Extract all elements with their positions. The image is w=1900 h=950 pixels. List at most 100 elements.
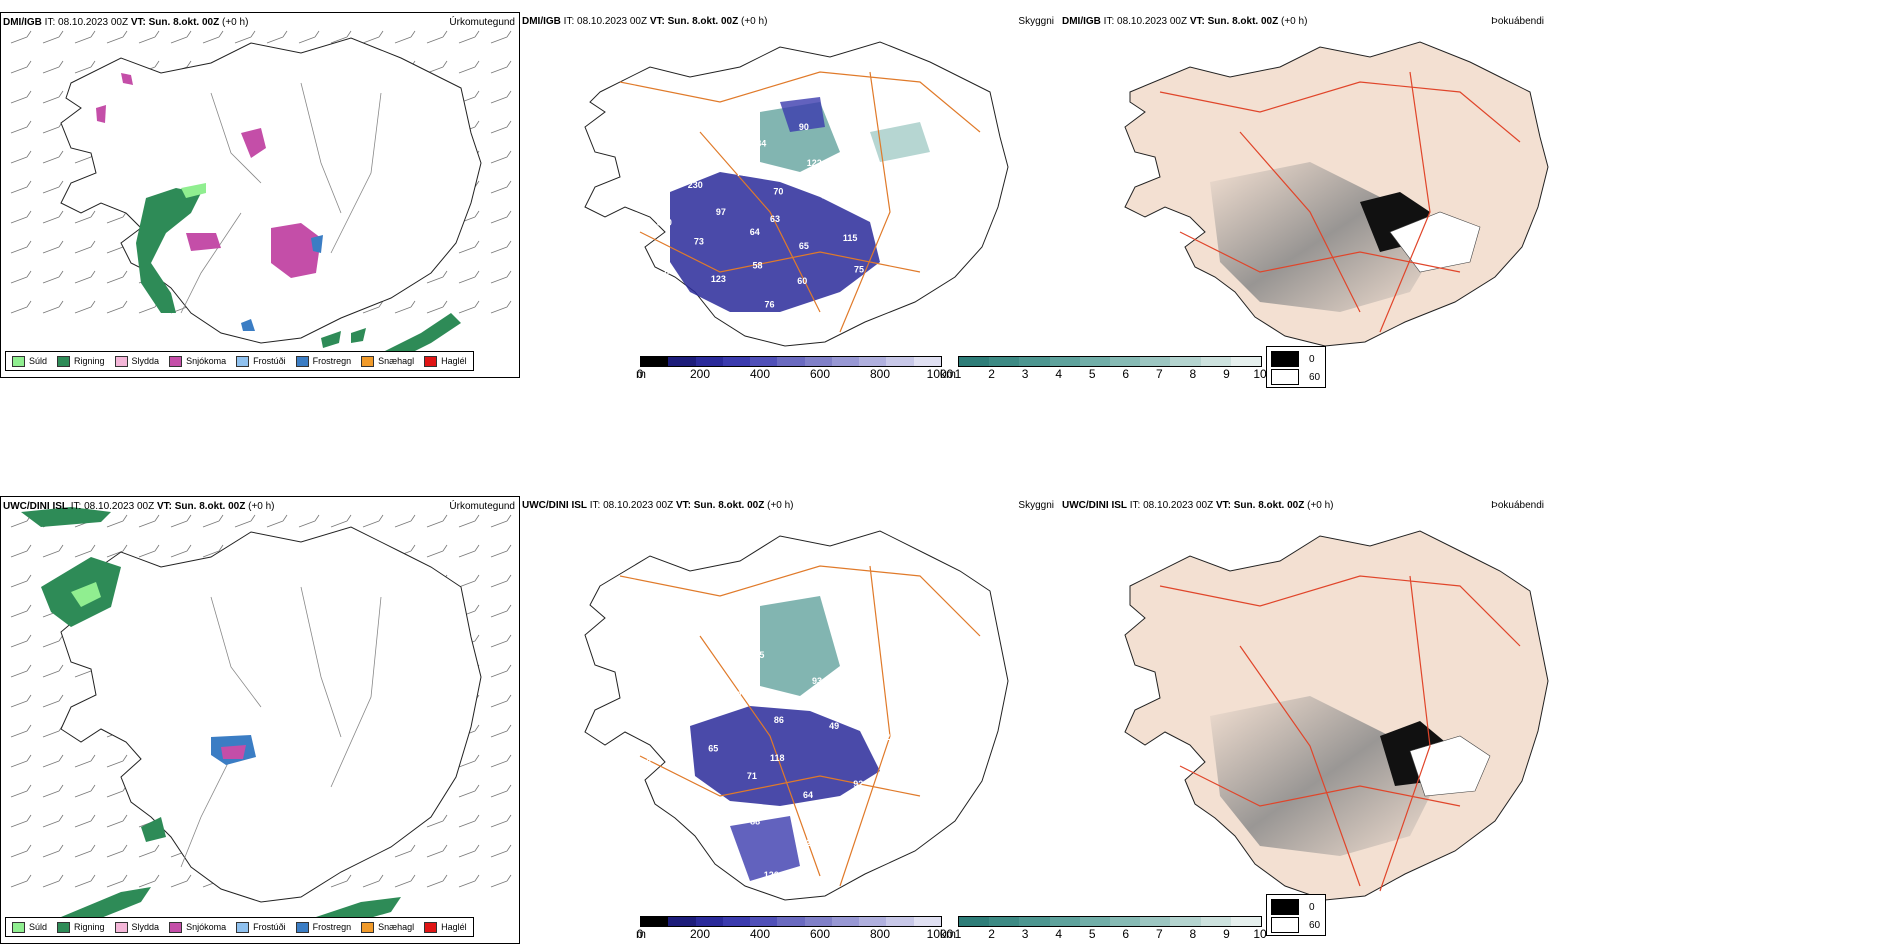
wind-barb xyxy=(106,874,128,888)
visibility-label: 73 xyxy=(694,236,704,246)
wind-barb xyxy=(74,874,96,888)
visibility-label: 70 xyxy=(773,186,783,196)
wind-barb xyxy=(10,724,32,738)
panel-header: DMI/IGB IT: 08.10.2023 00Z VT: Sun. 8.ok… xyxy=(3,17,249,28)
wind-barb xyxy=(74,270,96,284)
precip-map xyxy=(10,30,512,363)
wind-barb xyxy=(10,210,32,224)
height-colorbar-row2: m 0 200 400 600 800 1000 xyxy=(636,916,953,941)
wind-barb xyxy=(74,60,96,74)
colorbar-tick: 5 xyxy=(1088,367,1096,381)
wind-barb xyxy=(10,814,32,828)
wind-barb xyxy=(490,604,512,618)
legend-item: Súld xyxy=(12,921,48,933)
km-colorbar-row1: km 1 2 3 4 5 6 7 8 9 10 xyxy=(940,356,1267,381)
precip-legend: Súld Rigning Slydda Snjókoma Frostúði Frostre… xyxy=(5,351,474,371)
visibility-label: 93 xyxy=(812,676,822,686)
legend-item: Snæhagl xyxy=(361,355,414,367)
wind-barb xyxy=(458,300,480,314)
legend-label: Rigning xyxy=(74,922,105,932)
colorbar-cell xyxy=(722,357,751,366)
wind-barb xyxy=(490,784,512,798)
legend-label: Súld xyxy=(29,356,48,366)
colorbar-tick: 0 xyxy=(636,927,644,941)
panel-title: Skyggni xyxy=(1018,500,1054,511)
wind-barb xyxy=(106,270,128,284)
visibility-label: 115 xyxy=(843,233,858,243)
wind-barb xyxy=(330,874,352,888)
wind-barb xyxy=(490,724,512,738)
wind-barb xyxy=(490,150,512,164)
legend-item: Snæhagl xyxy=(361,921,415,933)
visibility-label: 95 xyxy=(837,297,847,307)
legend-swatch xyxy=(12,355,25,367)
legend-item: Snjókoma xyxy=(169,921,226,933)
colorbar-cell xyxy=(1200,917,1231,926)
colorbar-cell xyxy=(1019,357,1050,366)
wind-barb xyxy=(42,814,64,828)
colorbar-cell xyxy=(1230,917,1261,926)
wind-barb xyxy=(42,270,64,284)
colorbar-cell xyxy=(804,357,832,366)
wind-barb xyxy=(10,300,32,314)
legend-label: Súld xyxy=(29,922,48,932)
colorbar-cell xyxy=(1170,357,1201,366)
legend-swatch xyxy=(12,921,25,933)
colorbar-tick: 1000 xyxy=(926,927,954,941)
wind-barb xyxy=(490,694,512,708)
low-visibility-area xyxy=(690,706,880,806)
panel-title: Úrkomutegund xyxy=(449,501,515,512)
colorbar-tick: 6 xyxy=(1122,367,1130,381)
precip-panel-row1: DMI/IGB IT: 08.10.2023 00Z VT: Sun. 8.ok… xyxy=(0,12,520,378)
legend-swatch xyxy=(114,921,128,933)
colorbar-cell xyxy=(1019,917,1050,926)
colorbar-tick: 7 xyxy=(1155,367,1163,381)
colorbar-cell xyxy=(750,917,778,926)
wind-barb xyxy=(490,544,512,558)
legend-label: Frostregn xyxy=(312,356,352,366)
visibility-label: 70 xyxy=(737,168,747,178)
fog-legend-row1: 0 60 xyxy=(1266,346,1326,388)
wind-barb xyxy=(74,814,96,828)
wind-barb xyxy=(458,30,480,44)
visibility-label: 84 xyxy=(756,139,766,149)
visibility-label: 97 xyxy=(716,207,726,217)
wind-barb xyxy=(10,270,32,284)
legend-label: Snæhagl xyxy=(378,922,415,932)
visibility-label: 75 xyxy=(754,650,764,660)
visibility-label: 64 xyxy=(803,790,813,800)
legend-item: Frostúði xyxy=(236,355,286,367)
wind-barb xyxy=(42,544,64,558)
legend-item: Rigning xyxy=(57,355,105,367)
legend-swatch xyxy=(295,355,309,367)
road-network xyxy=(619,565,981,887)
colorbar-tick: 8 xyxy=(1189,367,1197,381)
colorbar-cell xyxy=(1140,357,1171,366)
colorbar-tick: 3 xyxy=(1021,367,1029,381)
legend-item: Snjókoma xyxy=(169,355,226,367)
wind-barb xyxy=(10,120,32,134)
wind-barb xyxy=(10,754,32,768)
wind-barb xyxy=(10,574,32,588)
wind-barb xyxy=(74,30,96,44)
iceland-outline xyxy=(60,37,482,344)
colorbar-cell xyxy=(804,917,832,926)
wind-barb xyxy=(458,514,480,528)
wind-barb xyxy=(10,694,32,708)
wind-barb xyxy=(42,874,64,888)
wind-barb xyxy=(490,814,512,828)
road-network xyxy=(1159,71,1521,333)
km-colorbar-row2: km 1 2 3 4 5 6 7 8 9 10 xyxy=(940,916,1267,941)
wind-barb xyxy=(458,784,480,798)
road-network xyxy=(619,71,981,333)
visibility-label: 90 xyxy=(799,122,809,132)
wind-barb xyxy=(298,514,320,528)
colorbar-cell xyxy=(641,357,669,366)
colorbar-tick: 5 xyxy=(1088,927,1096,941)
wind-barb xyxy=(42,694,64,708)
colorbar-tick: 1 xyxy=(954,367,962,381)
colorbar-cell xyxy=(913,357,941,366)
wind-barb xyxy=(266,30,288,44)
wind-barb xyxy=(74,210,96,224)
wind-barb xyxy=(458,844,480,858)
